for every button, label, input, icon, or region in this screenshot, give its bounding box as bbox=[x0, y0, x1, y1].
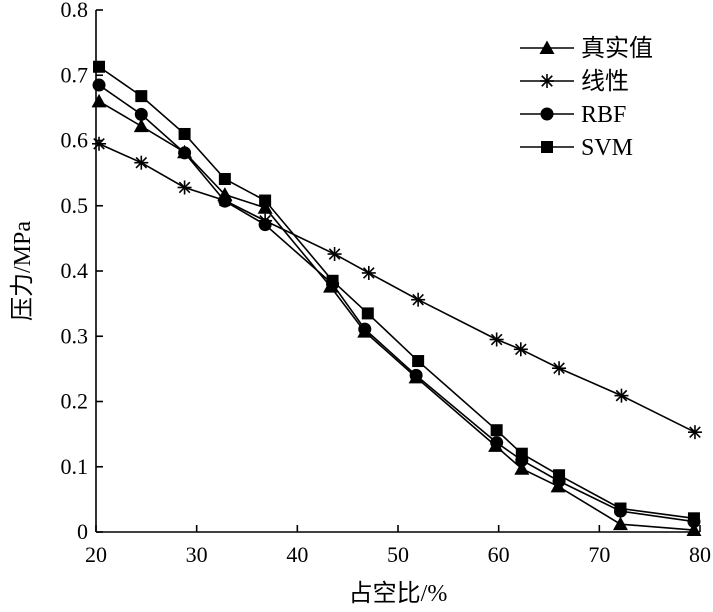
data-point-star bbox=[513, 342, 528, 357]
data-point-star bbox=[614, 388, 629, 403]
legend-label: 线性 bbox=[581, 68, 629, 95]
series-square bbox=[93, 60, 700, 525]
data-point-circle bbox=[490, 436, 504, 450]
data-point-star bbox=[411, 292, 426, 307]
legend-label: 真实值 bbox=[581, 35, 653, 62]
data-point-triangle bbox=[257, 200, 273, 214]
y-tick-label: 0.4 bbox=[61, 258, 89, 283]
data-point-square bbox=[412, 355, 425, 368]
x-tick-label: 30 bbox=[186, 542, 208, 567]
legend-label: SVM bbox=[581, 135, 633, 161]
data-point-square bbox=[326, 274, 339, 287]
data-point-star bbox=[687, 425, 702, 440]
x-tick-label: 50 bbox=[387, 542, 409, 567]
data-point-square bbox=[515, 447, 528, 460]
data-point-circle bbox=[134, 107, 148, 121]
data-point-circle bbox=[218, 194, 232, 208]
y-axis-title: 压力/MPa bbox=[9, 221, 36, 321]
x-tick-label: 60 bbox=[488, 542, 510, 567]
y-tick-label: 0 bbox=[77, 519, 88, 544]
data-point-triangle bbox=[133, 118, 149, 133]
x-tick-label: 20 bbox=[85, 542, 107, 567]
data-point-circle bbox=[358, 322, 372, 336]
data-point-circle bbox=[258, 218, 272, 232]
data-point-star bbox=[489, 332, 504, 347]
data-point-square bbox=[218, 172, 231, 185]
x-tick-label: 70 bbox=[588, 542, 610, 567]
data-point-square bbox=[361, 307, 374, 320]
y-tick-label: 0.1 bbox=[61, 454, 89, 479]
legend-item: 线性 bbox=[520, 68, 629, 95]
data-point-star bbox=[177, 180, 192, 195]
data-point-star bbox=[92, 136, 107, 151]
data-point-square bbox=[553, 469, 566, 482]
x-tick-label: 40 bbox=[286, 542, 308, 567]
data-point-square bbox=[614, 502, 627, 515]
data-point-circle bbox=[409, 368, 423, 382]
y-tick-label: 0.5 bbox=[61, 193, 89, 218]
y-tick-label: 0.7 bbox=[61, 62, 89, 87]
legend-item: RBF bbox=[520, 102, 626, 128]
data-point-square bbox=[490, 424, 503, 437]
data-point-square bbox=[259, 194, 272, 207]
tick-labels: 0 0.1 0.2 0.3 0.4 0.5 0.6 0.7 0.8 20 30 40 50 60 70 80 bbox=[61, 0, 712, 567]
legend-marker-circle bbox=[540, 107, 554, 121]
data-point-circle bbox=[178, 146, 192, 160]
y-tick-label: 0.3 bbox=[61, 323, 89, 348]
data-point-circle bbox=[92, 78, 106, 92]
data-point-triangle bbox=[686, 522, 702, 537]
tick-marks bbox=[95, 9, 701, 533]
legend-marker-star bbox=[540, 74, 554, 88]
legend-label: RBF bbox=[581, 102, 626, 128]
y-tick-label: 0.2 bbox=[61, 389, 89, 414]
data-point-star bbox=[552, 361, 567, 376]
data-point-triangle bbox=[91, 93, 107, 108]
y-tick-label: 0.8 bbox=[61, 0, 89, 22]
data-point-star bbox=[327, 247, 342, 262]
legend-marker-triangle bbox=[539, 40, 555, 54]
y-tick-label: 0.6 bbox=[61, 128, 89, 153]
data-point-square bbox=[687, 512, 700, 525]
data-point-triangle bbox=[514, 461, 530, 475]
legend-item: SVM bbox=[520, 135, 633, 161]
x-axis-title: 占空比/% bbox=[349, 580, 448, 607]
data-point-square bbox=[93, 60, 106, 73]
legend-marker-square bbox=[541, 141, 553, 153]
series-layer bbox=[91, 60, 702, 537]
data-point-square bbox=[135, 90, 148, 103]
data-point-star bbox=[134, 155, 149, 170]
data-point-square bbox=[178, 127, 191, 140]
data-point-triangle bbox=[612, 516, 628, 531]
x-tick-label: 80 bbox=[689, 542, 711, 567]
data-point-star bbox=[361, 265, 376, 280]
series-star bbox=[92, 136, 702, 440]
legend-item: 真实值 bbox=[520, 35, 653, 62]
series-line-triangle bbox=[98, 100, 695, 531]
